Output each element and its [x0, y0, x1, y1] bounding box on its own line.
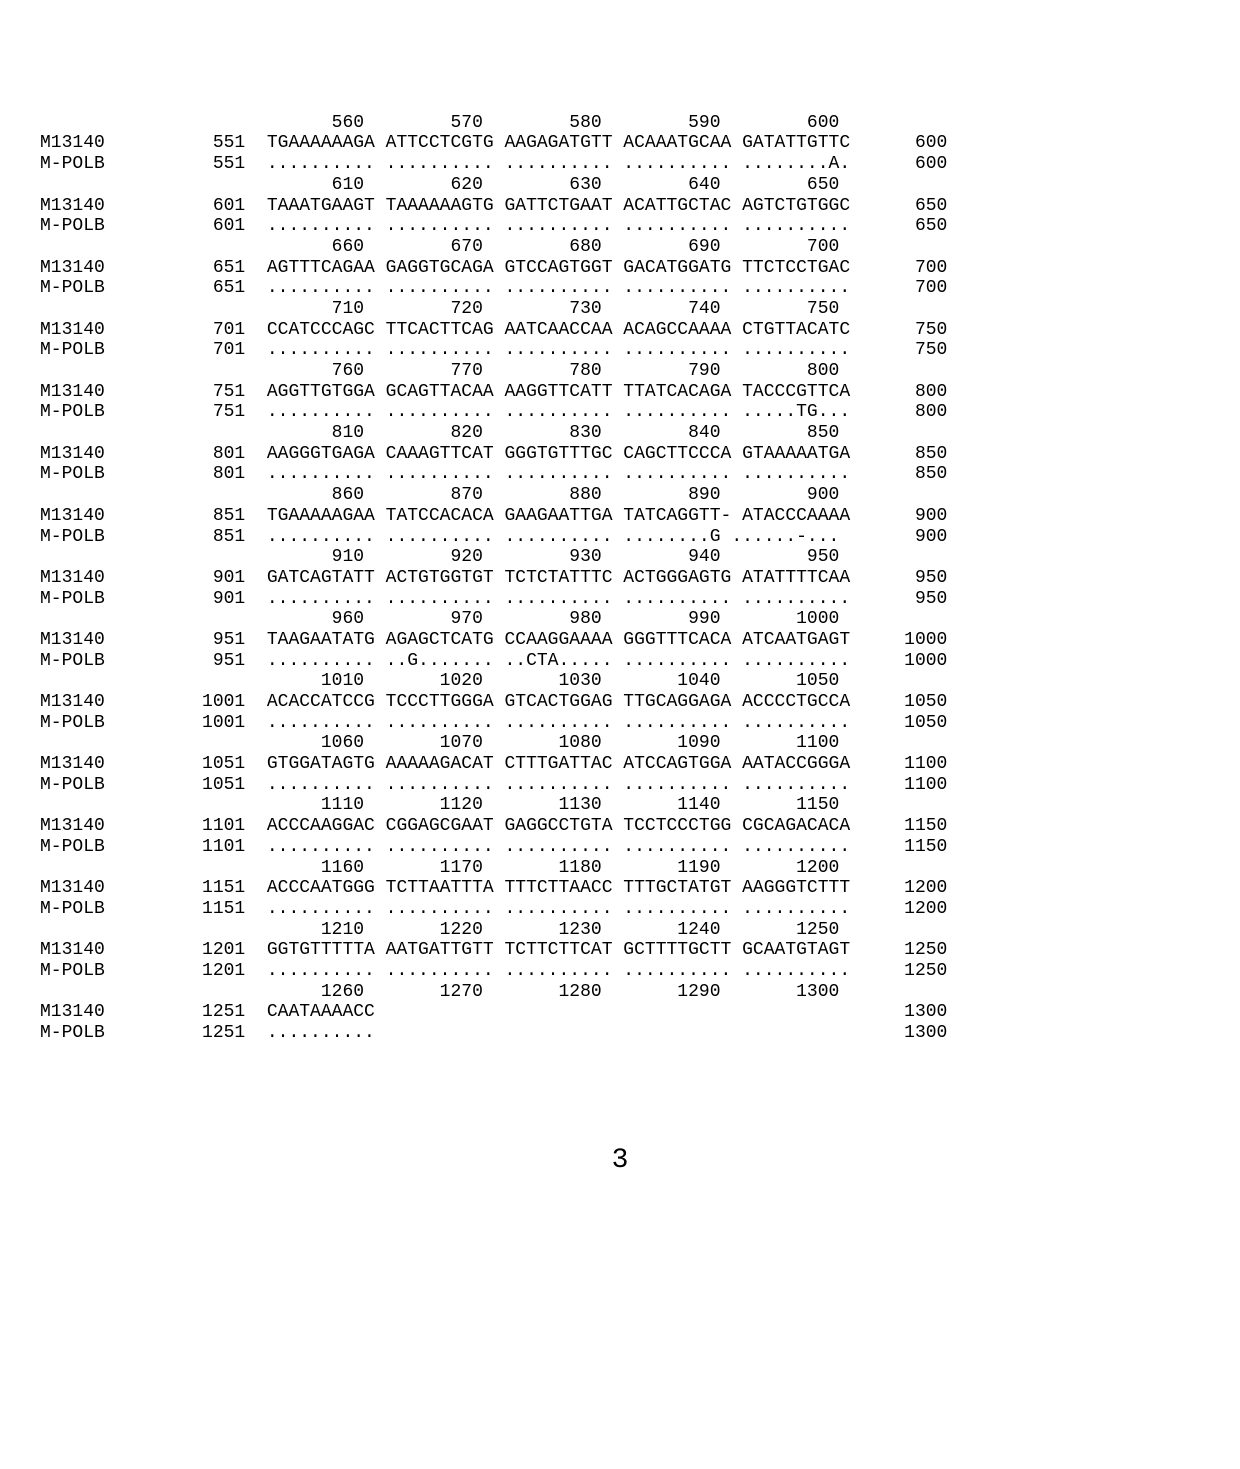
page-number: 3 — [40, 1145, 1200, 1177]
sequence-alignment-container: 560 570 580 590 600 M13140 551 TGAAAAAAG… — [40, 113, 1200, 1044]
